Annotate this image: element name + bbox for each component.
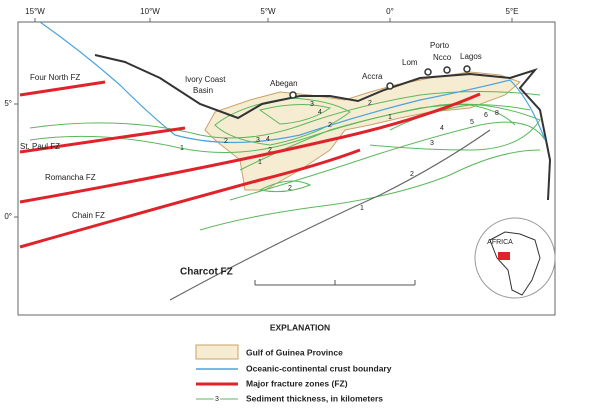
legend-title: EXPLANATION bbox=[270, 322, 330, 332]
contour-label: 2 bbox=[268, 147, 272, 154]
fracture-zone-label: Charcot FZ bbox=[180, 267, 233, 278]
contour-label: 4 bbox=[318, 109, 322, 116]
place-label: Ncco bbox=[433, 53, 452, 62]
legend-label: Sediment thickness, in kilometers bbox=[246, 393, 383, 403]
contour-label: 2 bbox=[368, 100, 372, 107]
contour-label: 1 bbox=[388, 114, 392, 121]
longitude-label: 5°W bbox=[260, 7, 276, 16]
contour-label: 5 bbox=[470, 119, 474, 126]
longitude-label: 5°E bbox=[506, 7, 519, 16]
longitude-label: 15°W bbox=[25, 7, 45, 16]
fracture-zones bbox=[19, 80, 481, 249]
legend-swatch bbox=[195, 344, 239, 360]
city-markers bbox=[289, 65, 471, 99]
contour-label: 1 bbox=[258, 159, 262, 166]
graticule-ticks bbox=[14, 18, 513, 218]
place-label: Porto bbox=[430, 41, 450, 50]
longitude-label: 10°W bbox=[140, 7, 160, 16]
place-label: Lagos bbox=[460, 52, 482, 61]
latitude-label: 0° bbox=[4, 212, 12, 221]
contour-label: 8 bbox=[495, 110, 499, 117]
fracture-zone-label: Romancha FZ bbox=[45, 173, 96, 182]
inset-label: AFRICA bbox=[487, 239, 513, 246]
coastline bbox=[94, 54, 552, 201]
fracture-zone-label: Chain FZ bbox=[72, 211, 105, 220]
place-label: Basin bbox=[193, 86, 213, 95]
contour-label: 6 bbox=[484, 112, 488, 119]
crust-boundary bbox=[39, 21, 546, 144]
contour-label: 1 bbox=[360, 205, 364, 212]
legend-label: Oceanic-continental crust boundary bbox=[246, 363, 392, 373]
scale-bar bbox=[254, 280, 416, 286]
place-label: Abegan bbox=[270, 79, 298, 88]
contour-label: 3 bbox=[256, 137, 260, 144]
legend-label: Major fracture zones (FZ) bbox=[246, 378, 348, 388]
sediment-contours bbox=[29, 91, 546, 231]
contour-label: 2 bbox=[328, 122, 332, 129]
contour-label: 2 bbox=[288, 185, 292, 192]
place-label: Accra bbox=[362, 72, 383, 81]
place-label: Ivory Coast bbox=[185, 75, 226, 84]
longitude-label: 0° bbox=[386, 7, 394, 16]
place-label: Lom bbox=[402, 58, 418, 67]
contour-label: 4 bbox=[266, 136, 270, 143]
latitude-label: 5° bbox=[4, 99, 12, 108]
legend-symbol: 3 bbox=[215, 396, 219, 403]
inset-highlight bbox=[498, 252, 510, 260]
contour-label: 2 bbox=[224, 138, 228, 145]
fracture-zone-label: Four North FZ bbox=[30, 73, 80, 82]
inset-africa bbox=[489, 231, 541, 296]
contour-label: 4 bbox=[440, 125, 444, 132]
contour-label: 2 bbox=[410, 171, 414, 178]
contour-label: 3 bbox=[430, 140, 434, 147]
fracture-zone-label: St. Paul FZ bbox=[20, 142, 60, 151]
contour-labels: 1 2 3 4 2 4 3 2 1 2 2 1 4 3 5 6 8 2 1 bbox=[180, 100, 499, 212]
contour-label: 3 bbox=[310, 101, 314, 108]
contour-label: 1 bbox=[180, 145, 184, 152]
legend-label: Gulf of Guinea Province bbox=[246, 347, 343, 357]
charcot-line bbox=[169, 129, 491, 301]
